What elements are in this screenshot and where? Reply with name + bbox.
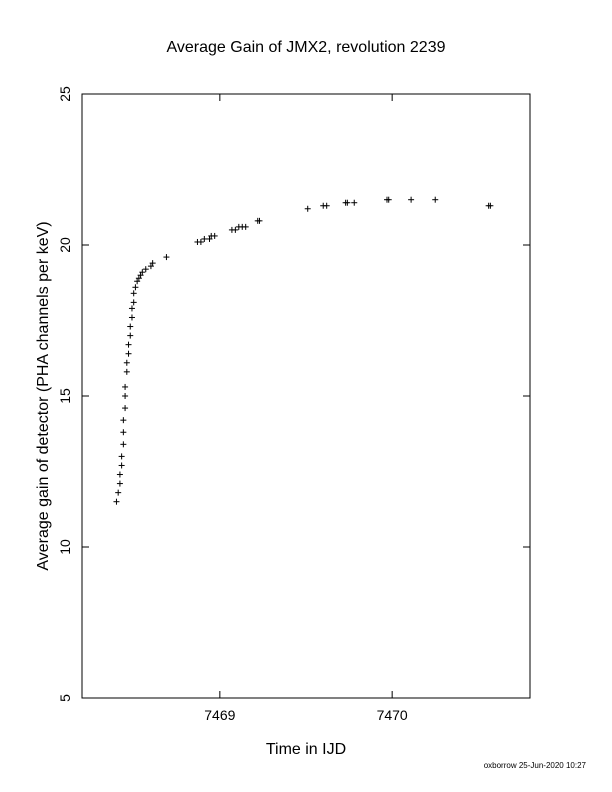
axis-ticks	[82, 93, 530, 699]
data-point	[323, 202, 330, 209]
data-point	[163, 254, 170, 261]
data-point	[201, 235, 208, 242]
data-point	[408, 196, 415, 203]
data-point	[123, 359, 130, 366]
data-point	[149, 260, 156, 267]
data-point	[127, 332, 134, 339]
data-point	[116, 471, 123, 478]
data-point	[211, 232, 218, 239]
data-point	[125, 350, 132, 357]
y-tick-label: 20	[57, 237, 73, 253]
data-points	[113, 196, 494, 505]
plot-frame	[81, 93, 531, 699]
tick-labels: 5 10 15 20 25 7469 7470	[57, 86, 408, 723]
data-point	[122, 393, 129, 399]
data-point	[139, 269, 146, 276]
data-point	[135, 275, 142, 282]
data-point	[147, 263, 154, 270]
data-point	[116, 480, 123, 487]
data-point	[134, 278, 141, 285]
data-point	[127, 323, 134, 330]
data-point	[132, 284, 139, 291]
y-tick-label: 10	[57, 539, 73, 555]
x-tick-label: 7469	[204, 707, 235, 723]
data-point	[232, 226, 239, 233]
data-point	[351, 199, 358, 206]
data-point	[122, 383, 129, 390]
x-tick-label: 7470	[377, 707, 408, 723]
data-point	[120, 429, 127, 436]
data-point	[125, 341, 132, 348]
data-point	[128, 305, 135, 312]
data-point	[122, 405, 129, 412]
data-point	[304, 205, 311, 212]
data-point	[137, 272, 144, 279]
data-point	[242, 223, 249, 230]
data-point	[130, 299, 137, 306]
data-point	[206, 235, 213, 242]
data-point	[142, 266, 149, 273]
data-point	[197, 238, 204, 245]
data-point	[118, 462, 125, 469]
chart-title: Average Gain of JMX2, revolution 2239	[167, 39, 446, 56]
y-axis-label: Average gain of detector (PHA channels p…	[35, 221, 52, 570]
data-point	[128, 314, 135, 321]
data-point	[120, 417, 127, 424]
data-point	[113, 498, 120, 505]
data-point	[432, 196, 439, 203]
y-tick-label: 25	[57, 86, 73, 102]
data-point	[385, 196, 392, 203]
data-point	[487, 202, 494, 209]
data-point	[123, 368, 130, 375]
y-tick-label: 5	[57, 694, 73, 702]
y-tick-label: 15	[57, 388, 73, 404]
data-point	[344, 199, 351, 206]
x-axis-label: Time in IJD	[266, 741, 346, 758]
data-point	[120, 441, 127, 448]
data-point	[115, 489, 122, 496]
footer-stamp: oxborrow 25-Jun-2020 10:27	[484, 761, 587, 770]
data-point	[118, 453, 125, 460]
data-point	[130, 290, 137, 297]
data-point	[256, 217, 263, 224]
